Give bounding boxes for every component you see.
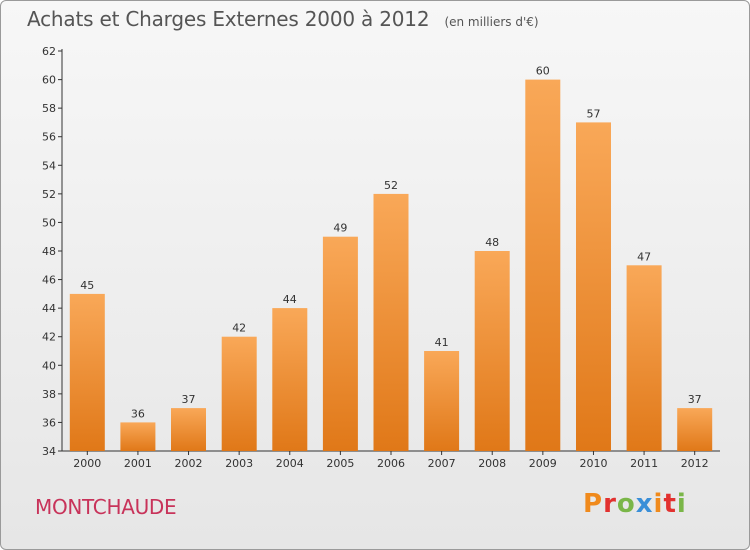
x-tick-label: 2004: [276, 457, 304, 470]
bar-value-label: 44: [283, 293, 297, 306]
y-tick-label: 42: [42, 331, 56, 344]
bar-value-label: 36: [131, 407, 145, 420]
bar: [373, 193, 409, 451]
bar-value-label: 47: [637, 250, 651, 263]
bar-value-label: 49: [333, 222, 347, 235]
bar: [474, 251, 510, 451]
x-tick-label: 2008: [478, 457, 506, 470]
x-tick-label: 2003: [225, 457, 253, 470]
bar-value-label: 60: [536, 65, 550, 78]
bar: [525, 79, 561, 451]
bar: [677, 408, 713, 451]
y-tick-label: 54: [42, 159, 56, 172]
x-tick-label: 2005: [326, 457, 354, 470]
y-tick-label: 58: [42, 102, 56, 115]
y-tick-label: 46: [42, 274, 56, 287]
x-tick-label: 2009: [529, 457, 557, 470]
bar-value-label: 48: [485, 236, 499, 249]
x-tick-label: 2010: [580, 457, 608, 470]
bar-value-label: 37: [688, 393, 702, 406]
logo-letter: P: [583, 489, 604, 519]
bar: [322, 236, 358, 451]
bar: [424, 351, 460, 451]
bar-value-label: 57: [587, 107, 601, 120]
bar-value-label: 41: [435, 336, 449, 349]
x-tick-label: 2012: [681, 457, 709, 470]
title-row: Achats et Charges Externes 2000 à 2012 (…: [27, 7, 539, 31]
logo-letter: i: [676, 489, 687, 519]
logo-letter: i: [653, 489, 664, 519]
bar-value-label: 37: [182, 393, 196, 406]
bar-value-label: 45: [80, 279, 94, 292]
y-tick-label: 60: [42, 74, 56, 87]
chart-unit: (en milliers d'€): [444, 15, 539, 29]
y-tick-label: 62: [42, 45, 56, 58]
x-tick-label: 2007: [428, 457, 456, 470]
x-tick-label: 2011: [630, 457, 658, 470]
x-tick-label: 2002: [175, 457, 203, 470]
bar: [626, 265, 662, 451]
logo-letter: r: [603, 489, 617, 519]
bar: [69, 293, 105, 451]
y-tick-label: 56: [42, 131, 56, 144]
y-tick-label: 48: [42, 245, 56, 258]
proxiti-logo: Proxiti: [583, 489, 687, 519]
bar-value-label: 52: [384, 179, 398, 192]
bar: [576, 122, 611, 452]
y-tick-label: 38: [42, 388, 56, 401]
x-tick-label: 2006: [377, 457, 405, 470]
y-tick-label: 50: [42, 216, 56, 229]
y-tick-label: 36: [42, 416, 56, 429]
y-tick-label: 52: [42, 188, 56, 201]
x-tick-label: 2000: [73, 457, 101, 470]
logo-letter: o: [616, 489, 636, 519]
logo-letter: t: [663, 489, 677, 519]
y-tick-label: 34: [42, 445, 56, 458]
bar: [120, 422, 156, 451]
bar: [221, 336, 257, 451]
bar: [272, 308, 308, 451]
y-tick-label: 44: [42, 302, 56, 315]
logo-letter: x: [635, 489, 654, 519]
bar: [171, 408, 206, 451]
commune-name: MONTCHAUDE: [35, 495, 177, 519]
chart-title: Achats et Charges Externes 2000 à 2012: [27, 7, 430, 31]
bar-value-label: 42: [232, 322, 246, 335]
x-tick-label: 2001: [124, 457, 152, 470]
y-tick-label: 40: [42, 359, 56, 372]
